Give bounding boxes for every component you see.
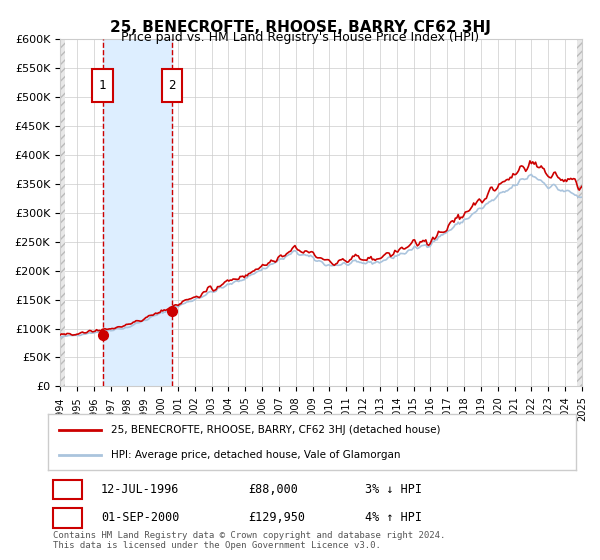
Text: 1: 1 bbox=[99, 79, 106, 92]
Text: 1: 1 bbox=[64, 483, 71, 496]
FancyBboxPatch shape bbox=[53, 508, 82, 528]
FancyBboxPatch shape bbox=[53, 480, 82, 499]
Text: 25, BENECROFTE, RHOOSE, BARRY, CF62 3HJ: 25, BENECROFTE, RHOOSE, BARRY, CF62 3HJ bbox=[110, 20, 490, 35]
Text: £129,950: £129,950 bbox=[248, 511, 305, 524]
Bar bbox=[577, 39, 582, 386]
Bar bbox=[103, 39, 172, 386]
Text: Contains HM Land Registry data © Crown copyright and database right 2024.
This d: Contains HM Land Registry data © Crown c… bbox=[53, 531, 446, 550]
Text: 01-SEP-2000: 01-SEP-2000 bbox=[101, 511, 179, 524]
Text: 2: 2 bbox=[169, 79, 176, 92]
Text: 2: 2 bbox=[64, 511, 71, 524]
Text: HPI: Average price, detached house, Vale of Glamorgan: HPI: Average price, detached house, Vale… bbox=[112, 450, 401, 460]
Text: 3% ↓ HPI: 3% ↓ HPI bbox=[365, 483, 422, 496]
Text: 12-JUL-1996: 12-JUL-1996 bbox=[101, 483, 179, 496]
FancyBboxPatch shape bbox=[92, 69, 113, 102]
Text: 25, BENECROFTE, RHOOSE, BARRY, CF62 3HJ (detached house): 25, BENECROFTE, RHOOSE, BARRY, CF62 3HJ … bbox=[112, 425, 441, 435]
Bar bbox=[60, 39, 65, 386]
Text: Price paid vs. HM Land Registry's House Price Index (HPI): Price paid vs. HM Land Registry's House … bbox=[121, 31, 479, 44]
Text: £88,000: £88,000 bbox=[248, 483, 299, 496]
Text: 4% ↑ HPI: 4% ↑ HPI bbox=[365, 511, 422, 524]
FancyBboxPatch shape bbox=[162, 69, 182, 102]
